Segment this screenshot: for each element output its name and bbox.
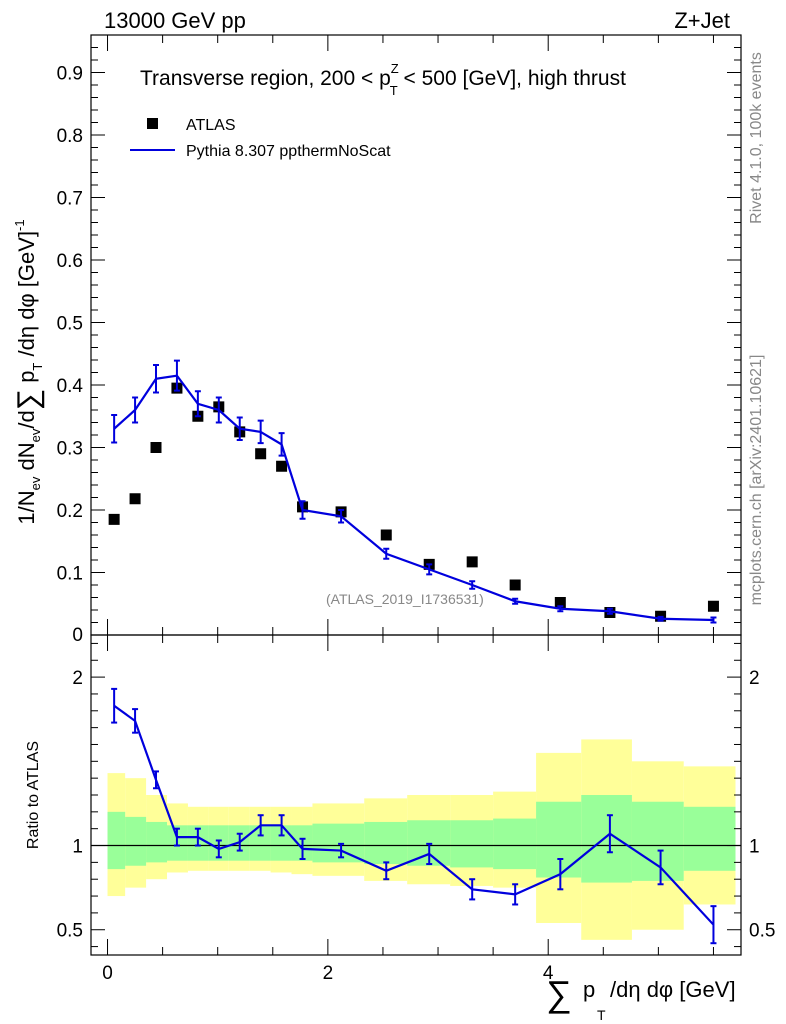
main-title-sub: T (390, 83, 398, 98)
x-axis-label-sub: T (597, 1007, 606, 1023)
header-collision-label: 13000 GeV pp (104, 8, 246, 33)
main-y-axis-label: 1/Nev dNev/d∑ pT /dη dφ [GeV]-1 (12, 219, 45, 524)
ratio-y-tick-label: 1 (72, 837, 83, 858)
inner-uncertainty-band (146, 821, 168, 863)
y-tick-label: 0.2 (57, 501, 83, 522)
inner-uncertainty-band (107, 811, 126, 870)
inner-uncertainty-band (581, 795, 632, 883)
x-tick-label: 0 (102, 963, 113, 984)
main-title-pre: Transverse region, 200 < p (140, 67, 391, 90)
rivet-version-label: Rivet 4.1.0, 100k events (748, 52, 765, 224)
inner-uncertainty-band (364, 821, 408, 865)
y-tick-label: 0.1 (57, 564, 83, 585)
ratio-y-tick-label-right: 2 (749, 668, 760, 689)
ratio-panel-ticks: 0.5 0.5 1 1 2 2 0 2 4 (57, 635, 775, 984)
y-tick-label: 0.9 (57, 64, 83, 85)
atlas-data-point (129, 493, 141, 505)
atlas-data-point (554, 597, 566, 608)
inner-uncertainty-band (683, 806, 736, 871)
atlas-data-point (707, 600, 719, 612)
ratio-panel-series (111, 687, 717, 945)
legend-atlas-label: ATLAS (186, 117, 236, 134)
main-panel-title: Transverse region, 200 < pZ T < 500 [GeV]… (140, 61, 626, 98)
y-tick-label: 0.4 (57, 376, 84, 397)
inner-uncertainty-band (631, 801, 684, 881)
svg-text:1/Nev dNev/d∑ pT /dη dφ [GeV]: 1/Nev dNev/d∑ pT /dη dφ [GeV]-1 (12, 219, 45, 524)
header-process-label: Z+Jet (674, 8, 730, 33)
y-tick-label: 0.5 (57, 314, 83, 335)
inner-uncertainty-band (493, 818, 537, 870)
ratio-uncertainty-bands (91, 739, 741, 940)
legend-pythia-label: Pythia 8.307 ppthermNoScat (186, 143, 391, 160)
x-axis-label-p: p (583, 977, 595, 1002)
ratio-y-tick-label-right: 1 (749, 837, 760, 858)
atlas-data-point (380, 529, 392, 541)
x-tick-label: 2 (323, 963, 334, 984)
main-panel-series (108, 359, 719, 624)
atlas-data-point (509, 579, 521, 591)
atlas-data-point (466, 556, 478, 568)
x-tick-label: 4 (543, 963, 554, 984)
ratio-y-axis-label: Ratio to ATLAS (25, 741, 42, 849)
x-axis-label-rest: /dη dφ [GeV] (610, 977, 736, 1002)
mcplots-label: mcplots.cern.ch [arXiv:2401.10621] (748, 355, 765, 606)
y-tick-label-zero: 0 (72, 625, 83, 646)
atlas-data-point (108, 513, 120, 525)
x-axis-label-sum: ∑ (546, 973, 572, 1014)
ratio-y-tick-label: 0.5 (57, 921, 83, 942)
inner-uncertainty-band (270, 825, 292, 861)
inner-uncertainty-band (125, 816, 147, 866)
inner-uncertainty-band (249, 825, 271, 861)
pythia-curve (113, 374, 714, 622)
analysis-watermark: (ATLAS_2019_I1736531) (326, 591, 484, 607)
ratio-y-tick-label: 2 (72, 668, 83, 689)
y-tick-label: 0.6 (57, 251, 83, 272)
inner-uncertainty-band (536, 801, 582, 878)
inner-uncertainty-band (450, 820, 494, 868)
atlas-data-point (255, 448, 267, 460)
main-title-post: < 500 [GeV], high thrust (398, 67, 626, 90)
x-axis-label: ∑ p T /dη dφ [GeV] (546, 973, 736, 1023)
legend-atlas-marker (147, 118, 158, 129)
ratio-y-tick-label-right: 0.5 (749, 921, 775, 942)
y-tick-label: 0.7 (57, 189, 83, 210)
atlas-data-point (276, 460, 288, 472)
y-tick-label: 0.8 (57, 126, 83, 147)
atlas-data-point (150, 442, 162, 453)
main-title-sup: Z (391, 61, 399, 76)
y-tick-label: 0.3 (57, 439, 83, 460)
main-panel-ticks: 0.1 0.2 0.3 0.4 0.5 0.6 0.7 0.8 0.9 0 (57, 35, 741, 646)
